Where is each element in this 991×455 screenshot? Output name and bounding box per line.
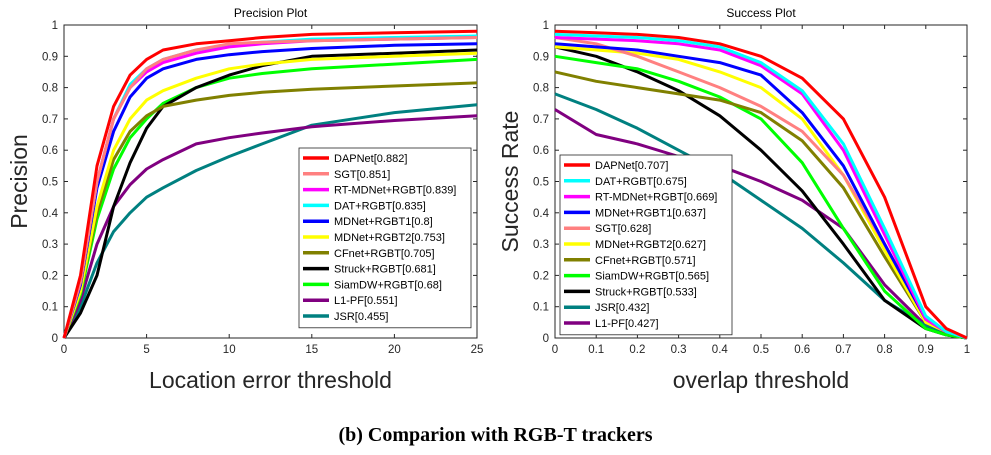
x-tick-label: 0 [61, 344, 67, 356]
legend-entry: RT-MDNet+RGBT[0.839] [334, 185, 456, 197]
y-axis-label: Success Rate [497, 111, 523, 253]
y-tick-label: 0.2 [533, 270, 549, 282]
series-line [554, 36, 968, 340]
x-axis-label: Location error threshold [149, 367, 392, 393]
legend-entry: JSR[0.432] [595, 302, 649, 314]
y-tick-label: 0 [52, 333, 58, 345]
y-tick-label: 0.8 [533, 83, 549, 95]
y-tick-label: 1 [52, 20, 58, 32]
series-line [62, 36, 478, 339]
legend-entry: DAPNet[0.882] [334, 153, 407, 165]
x-axis-label: overlap threshold [673, 367, 849, 393]
x-tick-label: 20 [388, 344, 401, 356]
y-tick-label: 0.7 [42, 114, 58, 126]
y-tick-label: 0.2 [42, 270, 58, 282]
legend-entry: DAT+RGBT[0.675] [595, 176, 687, 188]
plot-0: Precision Plot 0 5 10 15 20 25 0 0.1 0.2 0.3 0.4 0.5… [6, 6, 483, 393]
legend-entry: MDNet+RGBT1[0.8] [334, 216, 433, 228]
legend-entry: L1-PF[0.551] [334, 295, 398, 307]
x-tick-label: 0.1 [588, 344, 604, 356]
x-tick-label: 0.9 [918, 344, 934, 356]
series-line [62, 51, 478, 339]
x-tick-label: 1 [964, 344, 970, 356]
y-tick-label: 0.5 [533, 177, 549, 189]
chart-title: Success Plot [726, 6, 796, 20]
series-line [554, 54, 968, 340]
legend-entry: RT-MDNet+RGBT[0.669] [595, 192, 717, 204]
legend-entry: Struck+RGBT[0.533] [595, 286, 697, 298]
y-tick-label: 0.4 [533, 208, 550, 220]
x-tick-label: 10 [223, 344, 236, 356]
y-tick-label: 0.9 [42, 51, 58, 63]
legend-entry: MDNet+RGBT2[0.627] [595, 239, 706, 251]
legend-entry: DAT+RGBT[0.835] [334, 200, 426, 212]
plot-1: Success Plot 0 0.1 0.2 0.3 0.4 0.5 0.6 0.7 0.8 0.9… [497, 6, 970, 393]
legend-entry: Struck+RGBT[0.681] [334, 264, 436, 276]
x-tick-label: 0.4 [712, 344, 729, 356]
x-tick-label: 0.6 [794, 344, 810, 356]
y-axis-label: Precision [6, 134, 32, 229]
x-tick-label: 0.2 [629, 344, 645, 356]
y-tick-label: 0.6 [42, 145, 58, 157]
y-tick-label: 0.9 [533, 51, 549, 63]
x-tick-label: 15 [305, 344, 318, 356]
legend-entry: MDNet+RGBT1[0.637] [595, 207, 706, 219]
legend-entry: DAPNet[0.707] [595, 160, 668, 172]
series-line [554, 92, 968, 340]
legend-entry: SiamDW+RGBT[0.565] [595, 271, 709, 283]
x-tick-label: 0.3 [671, 344, 687, 356]
chart-title: Precision Plot [234, 6, 308, 20]
y-tick-label: 0.7 [533, 114, 549, 126]
y-tick-label: 0.1 [42, 302, 58, 314]
y-tick-label: 0.8 [42, 83, 58, 95]
x-tick-label: 5 [143, 344, 149, 356]
series-line [62, 29, 478, 339]
y-tick-label: 0 [543, 333, 549, 345]
legend-entry: SGT[0.628] [595, 223, 651, 235]
x-tick-label: 0 [552, 344, 558, 356]
series-line [62, 114, 478, 339]
x-tick-label: 0.8 [877, 344, 893, 356]
y-tick-label: 0.5 [42, 177, 58, 189]
y-tick-label: 1 [543, 20, 549, 32]
x-tick-label: 25 [471, 344, 484, 356]
y-tick-label: 0.1 [533, 302, 549, 314]
x-tick-label: 0.7 [835, 344, 851, 356]
y-tick-label: 0.3 [42, 239, 58, 251]
figure-caption: (b) Comparion with RGB-T trackers [338, 424, 653, 446]
x-tick-label: 0.5 [753, 344, 769, 356]
legend-entry: CFnet+RGBT[0.705] [334, 248, 435, 260]
legend-entry: SGT[0.851] [334, 169, 390, 181]
legend-entry: CFnet+RGBT[0.571] [595, 255, 696, 267]
legend-entry: L1-PF[0.427] [595, 318, 659, 330]
legend-entry: JSR[0.455] [334, 311, 388, 323]
y-tick-label: 0.3 [533, 239, 549, 251]
y-tick-label: 0.4 [42, 208, 59, 220]
series-line [554, 32, 968, 340]
legend-entry: SiamDW+RGBT[0.68] [334, 279, 442, 291]
legend-entry: MDNet+RGBT2[0.753] [334, 232, 445, 244]
series-line [554, 29, 968, 340]
y-tick-label: 0.6 [533, 145, 549, 157]
